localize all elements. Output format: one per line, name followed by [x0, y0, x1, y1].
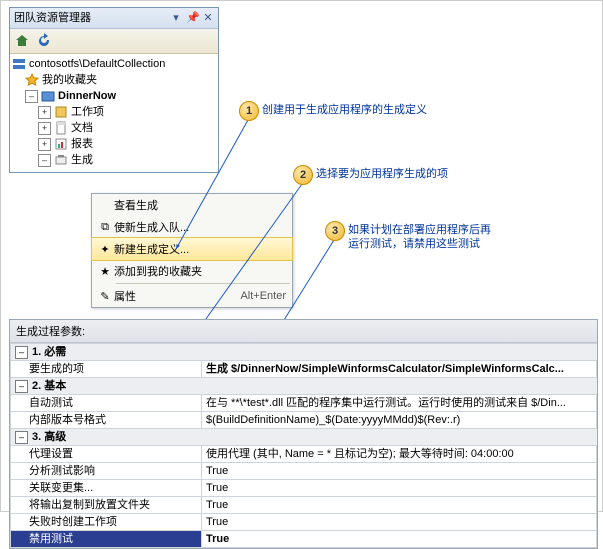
tree-project-label: DinnerNow [58, 88, 116, 104]
propgrid-value[interactable]: 在与 **\*test*.dll 匹配的程序集中运行测试。运行时使用的测试来自 … [202, 395, 597, 412]
menu-item[interactable]: ⧉使新生成入队... [92, 216, 292, 238]
expander-icon[interactable]: – [25, 90, 38, 103]
expander-icon[interactable]: + [38, 106, 51, 119]
callout-text: 创建用于生成应用程序的生成定义 [262, 103, 427, 117]
refresh-icon[interactable] [36, 33, 52, 49]
propgrid-row[interactable]: 失败时创建工作项True [11, 514, 597, 531]
propgrid-value[interactable]: True [202, 463, 597, 480]
propgrid-value[interactable]: 使用代理 (其中, Name = * 且标记为空); 最大等待时间: 04:00… [202, 446, 597, 463]
menu-item-icon: ⧉ [96, 221, 114, 234]
doc-icon [54, 121, 68, 135]
tree-favorites-label: 我的收藏夹 [42, 72, 97, 88]
callout-number: 1 [239, 101, 259, 121]
tree-item-workitems[interactable]: + 工作项 [12, 104, 216, 120]
propgrid-value[interactable]: True [202, 497, 597, 514]
callout-number: 2 [293, 165, 313, 185]
propgrid-category[interactable]: –1. 必需 [11, 344, 597, 361]
propgrid-category[interactable]: –3. 高级 [11, 429, 597, 446]
menu-item-label: 使新生成入队... [114, 219, 286, 235]
expander-icon[interactable]: – [38, 154, 51, 167]
menu-item-label: 添加到我的收藏夹 [114, 263, 286, 279]
menu-item-icon: ★ [96, 265, 114, 278]
panel-close-icon[interactable]: ✕ [202, 8, 214, 28]
tree-item-label: 报表 [71, 136, 93, 152]
panel-titlebar[interactable]: 团队资源管理器 ▾ 📌 ✕ [10, 8, 218, 29]
report-icon [54, 137, 68, 151]
tree-collection-label: contosotfs\DefaultCollection [29, 56, 165, 72]
propgrid-row[interactable]: 自动测试在与 **\*test*.dll 匹配的程序集中运行测试。运行时使用的测… [11, 395, 597, 412]
callout-number: 3 [325, 221, 345, 241]
tree-item-label: 工作项 [71, 104, 104, 120]
panel-pin-icon[interactable]: 📌 [186, 8, 198, 28]
propgrid-row[interactable]: 要生成的项生成 $/DinnerNow/SimpleWinformsCalcul… [11, 361, 597, 378]
property-grid: 生成过程参数: –1. 必需要生成的项生成 $/DinnerNow/Simple… [9, 319, 598, 549]
menu-item-label: 新建生成定义... [114, 241, 286, 257]
tree-item-label: 文档 [71, 120, 93, 136]
propgrid-name: 失败时创建工作项 [11, 514, 202, 531]
callout-text: 选择要为应用程序生成的项 [316, 167, 448, 181]
propgrid-name: 自动测试 [11, 395, 202, 412]
propgrid-row[interactable]: 将输出复制到放置文件夹True [11, 497, 597, 514]
propgrid-name: 要生成的项 [11, 361, 202, 378]
propgrid-name: 将输出复制到放置文件夹 [11, 497, 202, 514]
propgrid-row[interactable]: 关联变更集...True [11, 480, 597, 497]
menu-item[interactable]: ✎属性Alt+Enter [92, 285, 292, 307]
expander-icon[interactable]: + [38, 138, 51, 151]
home-icon[interactable] [14, 33, 30, 49]
context-menu: 查看生成⧉使新生成入队...✦新建生成定义...★添加到我的收藏夹✎属性Alt+… [91, 193, 293, 308]
propgrid-name: 关联变更集... [11, 480, 202, 497]
menu-item[interactable]: 查看生成 [92, 194, 292, 216]
propgrid-row[interactable]: 分析测试影响True [11, 463, 597, 480]
propgrid-value[interactable]: $(BuildDefinitionName)_$(Date:yyyyMMdd)$… [202, 412, 597, 429]
menu-item-icon: ✎ [96, 290, 114, 303]
propgrid-name: 禁用测试 [11, 531, 202, 548]
tree-item-build[interactable]: – 生成 [12, 152, 216, 168]
star-icon [25, 73, 39, 87]
propgrid-row[interactable]: 内部版本号格式$(BuildDefinitionName)_$(Date:yyy… [11, 412, 597, 429]
menu-item[interactable]: ✦新建生成定义... [91, 237, 293, 261]
panel-toolbar [10, 29, 218, 54]
propgrid-row[interactable]: 禁用测试True [11, 531, 597, 548]
tree-item-report[interactable]: + 报表 [12, 136, 216, 152]
panel-title-text: 团队资源管理器 [14, 8, 91, 28]
propgrid-row[interactable]: 代理设置使用代理 (其中, Name = * 且标记为空); 最大等待时间: 0… [11, 446, 597, 463]
propgrid-category[interactable]: –2. 基本 [11, 378, 597, 395]
menu-item-label: 属性 [114, 288, 240, 304]
tree-item-doc[interactable]: + 文档 [12, 120, 216, 136]
tree-favorites[interactable]: 我的收藏夹 [12, 72, 216, 88]
tree-item-label: 生成 [71, 152, 93, 168]
propgrid-value[interactable]: True [202, 480, 597, 497]
callout-text: 如果计划在部署应用程序后再运行测试，请禁用这些测试 [348, 223, 491, 251]
tree-view[interactable]: contosotfs\DefaultCollection 我的收藏夹 – Din… [10, 54, 218, 172]
tree-project[interactable]: – DinnerNow [12, 88, 216, 104]
menu-item-label: 查看生成 [114, 197, 286, 213]
tree-collection[interactable]: contosotfs\DefaultCollection [12, 56, 216, 72]
propgrid-value[interactable]: True [202, 514, 597, 531]
propgrid-name: 内部版本号格式 [11, 412, 202, 429]
panel-dropdown-icon[interactable]: ▾ [170, 8, 182, 28]
menu-item-icon: ✦ [96, 243, 114, 256]
expander-icon[interactable]: + [38, 122, 51, 135]
propgrid-value[interactable]: True [202, 531, 597, 548]
propgrid-value[interactable]: 生成 $/DinnerNow/SimpleWinformsCalculator/… [202, 361, 597, 378]
workitems-icon [54, 105, 68, 119]
server-icon [12, 57, 26, 71]
project-icon [41, 89, 55, 103]
team-explorer-panel: 团队资源管理器 ▾ 📌 ✕ contosotfs\DefaultCollecti… [9, 7, 219, 173]
property-grid-header: 生成过程参数: [10, 320, 597, 343]
menu-item[interactable]: ★添加到我的收藏夹 [92, 260, 292, 282]
build-icon [54, 153, 68, 167]
propgrid-name: 代理设置 [11, 446, 202, 463]
menu-item-hotkey: Alt+Enter [240, 290, 286, 302]
propgrid-name: 分析测试影响 [11, 463, 202, 480]
